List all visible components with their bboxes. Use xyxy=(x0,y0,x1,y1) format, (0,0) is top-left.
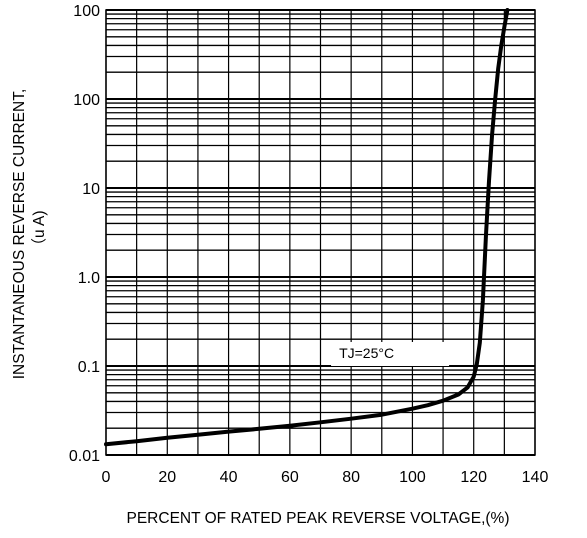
annotation-label: TJ=25°C xyxy=(339,345,394,361)
annotation-background xyxy=(331,342,450,366)
y-axis-label-line-2: （u A) xyxy=(31,210,48,253)
y-tick-label: 10 xyxy=(82,181,100,198)
x-tick-label: 60 xyxy=(281,469,299,486)
y-tick-label: 100 xyxy=(73,92,100,109)
x-tick-label: 0 xyxy=(102,469,111,486)
x-tick-labels: 0 20 40 60 80 100 120 140 xyxy=(102,469,549,486)
y-tick-label: 100 xyxy=(73,3,100,20)
series-line-0 xyxy=(104,8,510,447)
x-tick-label: 20 xyxy=(158,469,176,486)
plot-frame xyxy=(105,9,536,456)
x-axis-label: PERCENT OF RATED PEAK REVERSE VOLTAGE,(%… xyxy=(127,510,510,527)
y-axis-label-line-1: INSTANTANEOUS REVERSE CURRENT, xyxy=(11,89,28,380)
grid xyxy=(105,9,536,456)
x-tick-label: 140 xyxy=(522,469,549,486)
x-tick-label: 100 xyxy=(399,469,426,486)
y-tick-label: 1.0 xyxy=(78,270,100,287)
y-tick-label: 0.01 xyxy=(69,448,100,465)
y-tick-label: 0.1 xyxy=(78,359,100,376)
x-tick-label: 80 xyxy=(342,469,360,486)
y-tick-labels: 0.01 0.1 1.0 10 100 100 xyxy=(69,3,100,465)
x-tick-label: 120 xyxy=(460,469,487,486)
annotation-layer: TJ=25°C xyxy=(331,342,450,366)
x-tick-label: 40 xyxy=(220,469,238,486)
series-layer xyxy=(104,8,510,447)
